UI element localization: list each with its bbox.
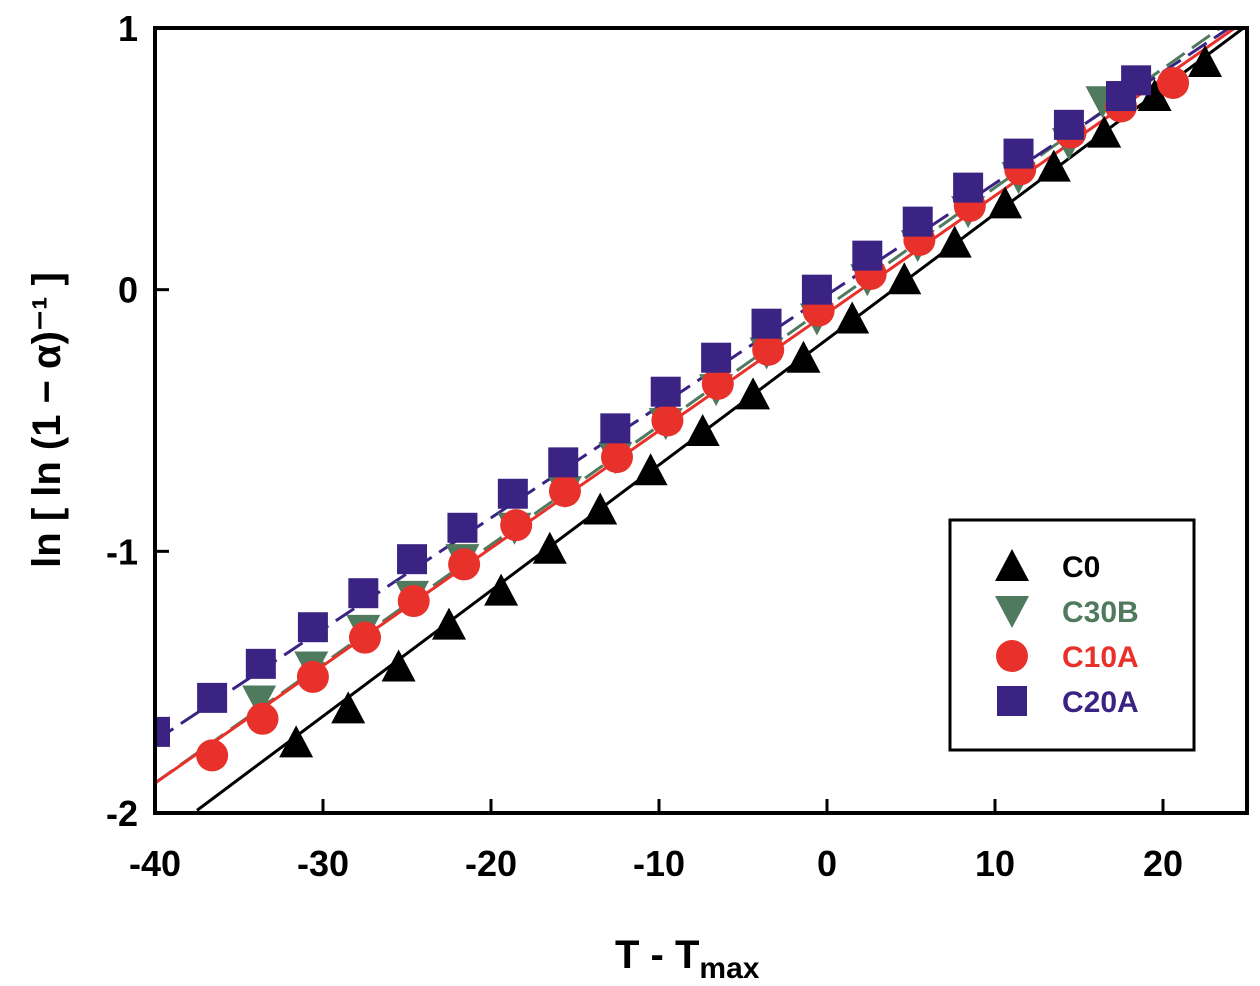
- data-point-c10a: [296, 660, 329, 693]
- data-point-c0: [937, 225, 972, 258]
- data-point-c20a: [1003, 138, 1034, 169]
- data-point-c10a: [601, 441, 633, 474]
- data-point-c10a: [448, 548, 481, 581]
- data-point-c0: [432, 607, 466, 640]
- data-point-c0: [331, 691, 366, 724]
- x-tick-label: -20: [465, 843, 517, 884]
- x-tick-label: 10: [975, 843, 1015, 884]
- data-point-c0: [1036, 149, 1071, 182]
- data-point-c20a: [348, 578, 379, 609]
- data-point-c0: [279, 725, 314, 758]
- data-point-c10a: [246, 702, 279, 735]
- x-axis: -40 -30 -20 -10 0 10 20: [129, 799, 1183, 884]
- data-point-c10a: [701, 367, 734, 400]
- y-tick-label: -1: [106, 531, 138, 572]
- data-point-c20a: [548, 447, 579, 478]
- fit-line-c0: [196, 28, 1247, 812]
- data-point-c20a: [701, 342, 732, 373]
- data-point-c10a: [500, 509, 533, 542]
- legend-label-c0: C0: [1062, 551, 1100, 584]
- y-axis-title: ln [ ln (1 − α)⁻¹ ]: [25, 272, 69, 568]
- data-point-c20a: [600, 413, 631, 444]
- legend-marker-c30b: [995, 596, 1029, 628]
- x-tick-label: -10: [633, 843, 685, 884]
- data-point-c0: [988, 186, 1023, 219]
- y-tick-label: 0: [118, 270, 138, 311]
- data-point-c0: [1087, 115, 1122, 148]
- legend-marker-c20a: [997, 686, 1027, 716]
- data-point-c0: [786, 340, 821, 373]
- data-point-c10a: [752, 333, 785, 366]
- data-point-c0: [583, 492, 618, 525]
- data-point-c10a: [548, 475, 581, 508]
- data-point-c0: [633, 453, 668, 486]
- data-markers: [155, 45, 1222, 772]
- data-point-c20a: [751, 308, 782, 339]
- data-point-c0: [736, 377, 771, 410]
- data-point-c20a: [197, 682, 228, 713]
- legend-label-c30b: C30B: [1062, 596, 1139, 629]
- data-point-c20a: [397, 544, 428, 575]
- legend-box: [948, 518, 1196, 752]
- data-point-c20a: [447, 512, 478, 543]
- plot-frame: [153, 26, 1249, 815]
- data-point-c0: [381, 649, 416, 682]
- data-point-c0: [887, 262, 922, 295]
- fit-line-c20a: [155, 28, 1232, 743]
- data-point-c10a: [349, 621, 381, 654]
- data-point-c20a: [245, 648, 276, 679]
- data-point-c30b: [242, 685, 277, 718]
- legend-marker-c10a: [996, 640, 1028, 672]
- legend-label-c10a: C10A: [1062, 641, 1139, 674]
- legend-marker-c0: [995, 549, 1029, 581]
- x-tick-label: -30: [297, 843, 349, 884]
- data-point-c20a: [297, 612, 328, 643]
- data-point-c10a: [651, 404, 684, 437]
- data-point-c20a: [155, 716, 170, 747]
- data-point-c20a: [852, 240, 883, 271]
- data-point-c0: [484, 573, 519, 606]
- legend-label-c20a: C20A: [1062, 686, 1139, 719]
- data-point-c20a: [1121, 65, 1152, 96]
- x-axis-title-subscript: max: [699, 952, 759, 985]
- data-point-c10a: [1157, 66, 1190, 99]
- data-point-c10a: [397, 585, 430, 618]
- data-point-c20a: [801, 274, 832, 305]
- data-point-c0: [685, 413, 720, 446]
- data-point-c20a: [902, 206, 933, 237]
- y-tick-label: -2: [106, 793, 138, 834]
- legend: C0 C30B C10A C20A: [948, 518, 1196, 752]
- data-point-c20a: [953, 172, 984, 203]
- data-point-c0: [1188, 45, 1222, 78]
- data-point-c0: [532, 531, 567, 564]
- data-point-c20a: [650, 376, 681, 407]
- data-point-c20a: [497, 478, 528, 509]
- x-axis-title-main: T - T: [615, 933, 699, 977]
- data-point-c0: [1137, 79, 1172, 112]
- data-point-c20a: [1053, 109, 1084, 140]
- x-axis-title: T - Tmax: [615, 933, 760, 985]
- x-tick-label: 20: [1143, 843, 1183, 884]
- y-tick-label: 1: [118, 8, 138, 49]
- y-axis: -2 -1 0 1: [106, 8, 169, 834]
- data-point-c10a: [196, 739, 229, 772]
- x-tick-label: 0: [817, 843, 837, 884]
- fit-line-c30b: [155, 28, 1223, 785]
- x-tick-label: -40: [129, 843, 181, 884]
- data-point-c0: [835, 301, 870, 334]
